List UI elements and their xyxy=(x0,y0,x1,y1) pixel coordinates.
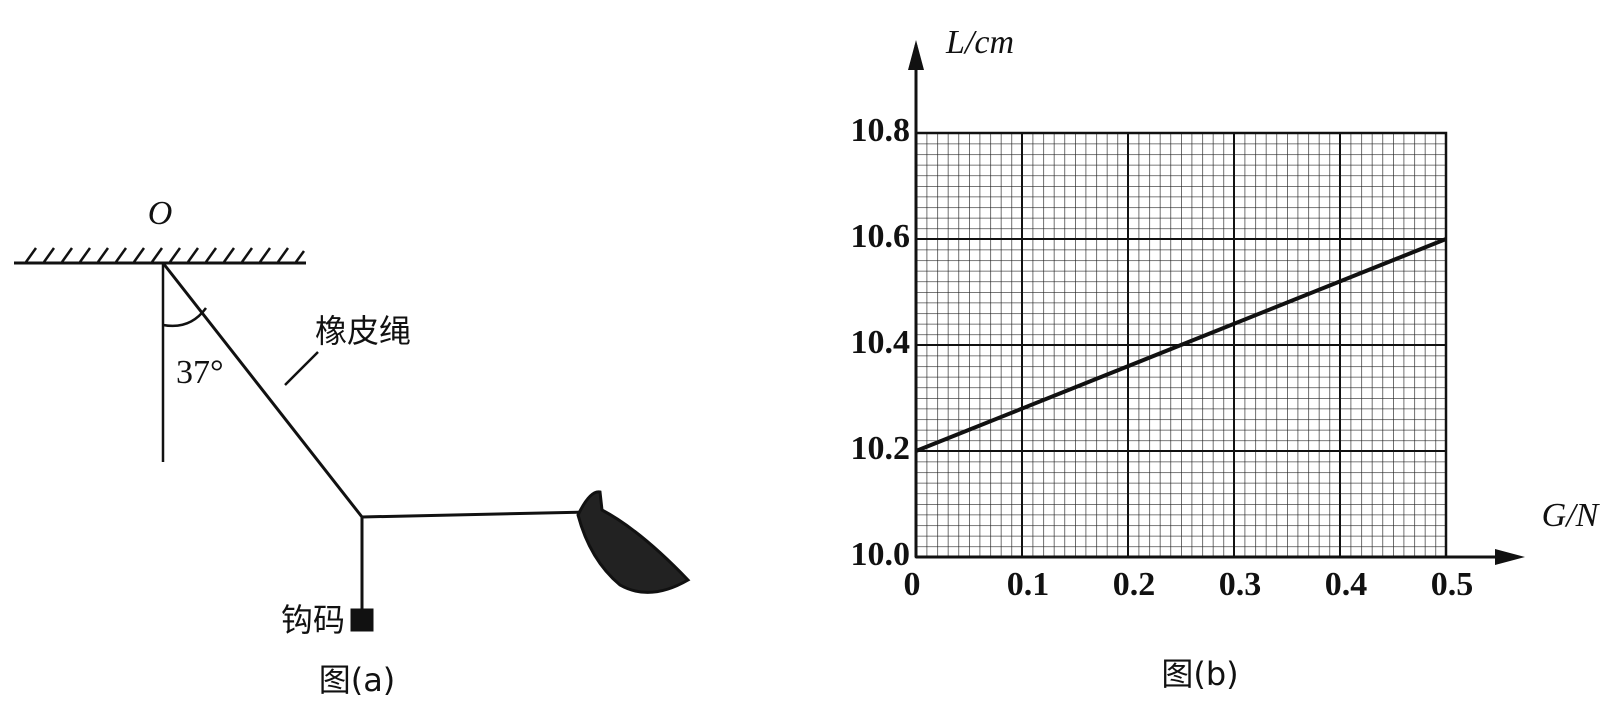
y-arrow xyxy=(908,40,924,70)
x-arrow xyxy=(1495,549,1525,565)
chart-b: 10.0 10.2 10.4 10.6 10.8 0 0.1 0.2 0.3 0.4 0.5 L/cm… xyxy=(851,24,1601,693)
angle-label: 37° xyxy=(176,354,224,391)
diagram-a xyxy=(14,248,688,630)
x-tick-label: 0 xyxy=(904,566,921,603)
x-tick-label: 0.1 xyxy=(1007,566,1050,603)
hand xyxy=(578,492,688,593)
caption-b: 图(b) xyxy=(1161,655,1238,693)
y-axis-label: L/cm xyxy=(945,24,1014,61)
x-tick-label: 0.5 xyxy=(1431,566,1474,603)
point-label: O xyxy=(148,195,173,232)
weight-label: 钩码 xyxy=(281,601,345,639)
x-axis-label: G/N xyxy=(1542,497,1601,534)
y-tick-label: 10.6 xyxy=(851,218,911,255)
pull-string xyxy=(362,512,590,517)
weight xyxy=(352,610,372,630)
caption-a: 图(a) xyxy=(319,661,396,699)
page: {"figure_a": {"point_label": "O", "angle… xyxy=(0,0,1613,721)
y-tick-label: 10.4 xyxy=(851,324,911,361)
rope-label: 橡皮绳 xyxy=(315,312,411,350)
x-tick-label: 0.4 xyxy=(1325,566,1368,603)
y-tick-label: 10.8 xyxy=(851,112,911,149)
x-tick-label: 0.2 xyxy=(1113,566,1156,603)
label-leader xyxy=(285,352,318,385)
hatching xyxy=(26,248,304,262)
y-tick-label: 10.2 xyxy=(851,430,911,467)
y-tick-label: 10.0 xyxy=(851,536,911,573)
x-tick-label: 0.3 xyxy=(1219,566,1262,603)
figure: O 37° 橡皮绳 钩码 图(a) 10.0 10.2 10.4 10.6 10.8 0 0… xyxy=(0,0,1613,721)
